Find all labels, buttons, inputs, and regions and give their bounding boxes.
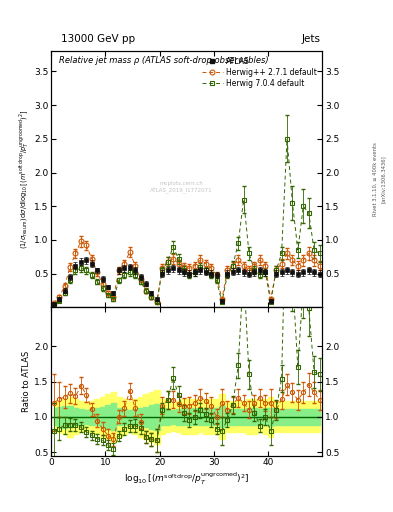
Text: 13000 GeV pp: 13000 GeV pp [61,33,135,44]
Legend: ATLAS, Herwig++ 2.7.1 default, Herwig 7.0.4 default: ATLAS, Herwig++ 2.7.1 default, Herwig 7.… [200,55,318,90]
Text: [arXiv:1306.3436]: [arXiv:1306.3436] [381,155,386,203]
Text: Jets: Jets [301,33,320,44]
Text: mcplots.cern.ch
ATLAS_2019_I1772071: mcplots.cern.ch ATLAS_2019_I1772071 [150,181,213,193]
Text: Relative jet mass ρ (ATLAS soft-drop observables): Relative jet mass ρ (ATLAS soft-drop obs… [59,56,269,66]
Y-axis label: $(1/\sigma_{\rm resum})\,{\rm d}\sigma/{\rm d}\log_{10}[(m^{\rm soft\,drop}/p_T^: $(1/\sigma_{\rm resum})\,{\rm d}\sigma/{… [18,110,31,249]
X-axis label: $\log_{10}[(m^{\rm soft\,drop}/p_T^{\rm ungroomed})^2]$: $\log_{10}[(m^{\rm soft\,drop}/p_T^{\rm … [124,470,250,486]
Text: Rivet 3.1.10, ≥ 400k events: Rivet 3.1.10, ≥ 400k events [373,142,378,216]
Y-axis label: Ratio to ATLAS: Ratio to ATLAS [22,351,31,412]
